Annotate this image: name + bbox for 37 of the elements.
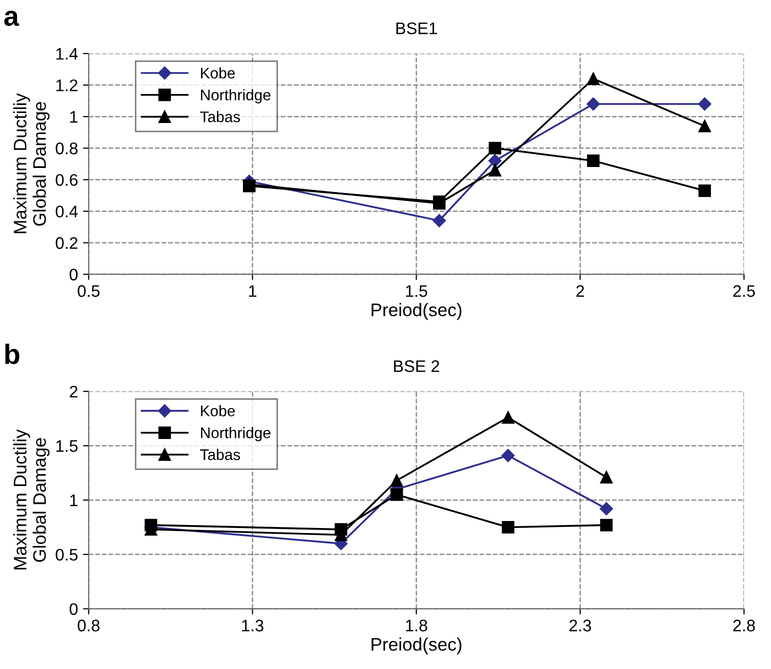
- y-axis-title: Maximum Ductiliy Global Damage: [13, 93, 50, 234]
- y-tick-label: 1.4: [56, 48, 78, 60]
- y-tick-label: 0: [70, 603, 78, 615]
- x-tick-label: 0.8: [78, 620, 100, 632]
- legend-label: Tabas: [200, 448, 240, 460]
- y-tick-label: 0: [70, 268, 78, 280]
- legend-label: Tabas: [200, 111, 240, 122]
- x-tick-label: 1.3: [242, 620, 264, 632]
- text: b: [5, 344, 20, 364]
- legend-label: Kobe: [201, 405, 235, 416]
- y-tick-label: 0.2: [56, 237, 78, 249]
- legend-label: Kobe: [201, 67, 235, 78]
- x-tick-label: 0.5: [78, 285, 100, 297]
- x-axis-title: Preiod(sec): [372, 303, 462, 320]
- y-tick-label: 0.4: [56, 206, 78, 218]
- y-tick-label: 0.5: [56, 548, 78, 561]
- x-tick-label: 2: [576, 285, 584, 297]
- chart-title: BSE 2: [394, 360, 440, 372]
- text: a: [4, 10, 20, 26]
- x-tick-label: 1.5: [406, 285, 428, 297]
- y-tick-label: 1.5: [56, 440, 78, 452]
- x-tick-label: 1: [249, 285, 256, 297]
- y-tick-label: 0.8: [56, 142, 78, 154]
- chart-title: BSE1: [396, 22, 437, 34]
- y-tick-label: 1: [70, 494, 78, 506]
- x-tick-label: 1.8: [406, 620, 428, 632]
- x-axis-title: Preiod(sec): [372, 638, 462, 654]
- legend-label: Northridge: [201, 89, 270, 104]
- x-tick-label: 2.8: [733, 620, 755, 632]
- x-tick-label: 2.3: [569, 620, 592, 632]
- y-tick-label: 1: [70, 111, 78, 123]
- y-tick-label: 2: [70, 386, 78, 398]
- x-tick-label: 2.5: [733, 285, 755, 297]
- y-tick-label: 1.2: [56, 79, 78, 92]
- y-tick-label: 0.6: [56, 174, 78, 186]
- y-axis-title: Maximum Ductiliy Global Damage: [13, 429, 50, 570]
- legend-label: Northridge: [201, 426, 270, 442]
